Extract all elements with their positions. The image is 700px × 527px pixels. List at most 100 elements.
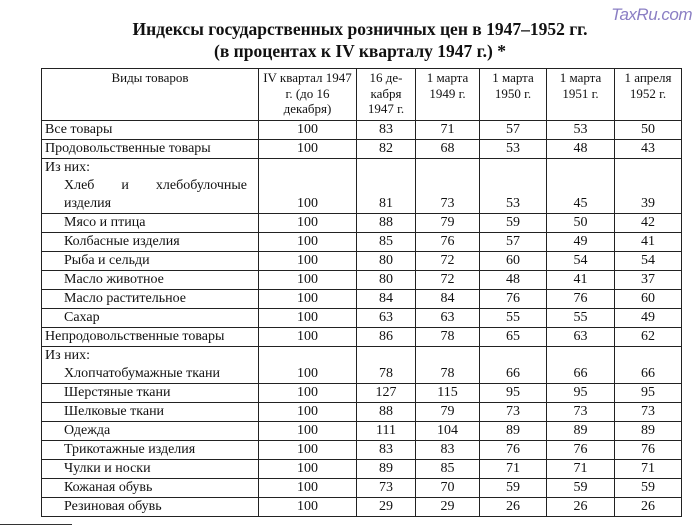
cell-value: 111 [356,421,416,441]
cell-value: 49 [546,232,615,252]
row-label: Продовольственные товары [41,139,259,159]
table-row: Масло растительное 100 84 84 76 76 60 [41,289,682,309]
cell-value: 76 [546,289,615,309]
row-label: Резиновая обувь [41,497,259,517]
table-row: Непродовольственные товары 100 86 78 65 63 62 [41,327,682,347]
cell-value: 73 [415,158,480,214]
table-row: Мясо и птица 100 88 79 59 50 42 [41,213,682,233]
cell-value: 100 [258,459,357,479]
cell-value: 42 [614,213,682,233]
cell-value: 72 [415,251,480,271]
row-label: Масло растительное [41,289,259,309]
cell-value: 72 [415,270,480,290]
cell-value: 76 [415,232,480,252]
table-row: Из них: Хлопчатобумажные ткани 100 78 78 66 66… [41,346,682,384]
cell-value: 48 [546,139,615,159]
cell-value: 100 [258,497,357,517]
cell-value: 100 [258,327,357,347]
row-label: Шелковые ткани [41,402,259,422]
cell-value: 100 [258,421,357,441]
column-header: 1 марта 1950 г. [479,68,547,121]
cell-value: 29 [356,497,416,517]
cell-value: 73 [546,402,615,422]
cell-value: 60 [479,251,547,271]
cell-value: 85 [415,459,480,479]
cell-value: 63 [415,308,480,328]
row-label: Хлеб и хлебобулочные изделия [64,178,247,211]
price-index-table: Виды товаров IV квартал 1947 г. (до 16 де… [41,68,682,517]
cell-value: 73 [614,402,682,422]
cell-value: 59 [546,478,615,498]
cell-value: 29 [415,497,480,517]
cell-value: 62 [614,327,682,347]
table-row: Масло животное 100 80 72 48 41 37 [41,270,682,290]
cell-value: 53 [479,158,547,214]
cell-value: 54 [614,251,682,271]
cell-value: 71 [546,459,615,479]
footnote-rule [0,524,72,525]
row-label: Все товары [41,120,259,140]
cell-value: 59 [479,213,547,233]
table-row: Из них: Хлеб и хлебобулочные изделия 100 81… [41,158,682,214]
cell-value: 127 [356,383,416,403]
cell-value: 49 [614,308,682,328]
cell-value: 37 [614,270,682,290]
table-row: Кожаная обувь 100 73 70 59 59 59 [41,478,682,498]
table-row: Сахар 100 63 63 55 55 49 [41,308,682,328]
cell-value: 100 [258,251,357,271]
cell-value: 76 [479,440,547,460]
cell-value: 100 [258,213,357,233]
cell-value: 76 [479,289,547,309]
table-row: Шелковые ткани 100 88 79 73 73 73 [41,402,682,422]
cell-value: 66 [479,346,547,384]
table-row: Резиновая обувь 100 29 29 26 26 26 [41,497,682,517]
cell-value: 84 [356,289,416,309]
cell-value: 100 [258,402,357,422]
cell-value: 78 [415,346,480,384]
cell-value: 71 [479,459,547,479]
cell-value: 57 [479,232,547,252]
cell-value: 26 [546,497,615,517]
row-label: Чулки и носки [41,459,259,479]
cell-value: 100 [258,139,357,159]
table-row: Колбасные изделия 100 85 76 57 49 41 [41,232,682,252]
cell-value: 95 [479,383,547,403]
cell-value: 78 [356,346,416,384]
row-label: Мясо и птица [41,213,259,233]
cell-value: 50 [546,213,615,233]
cell-value: 84 [415,289,480,309]
table-row: Все товары 100 83 71 57 53 50 [41,120,682,140]
cell-value: 100 [258,158,357,214]
cell-value: 81 [356,158,416,214]
column-header: 1 апреля 1952 г. [614,68,682,121]
cell-value: 100 [258,289,357,309]
row-label: Сахар [41,308,259,328]
cell-value: 66 [546,346,615,384]
cell-value: 26 [614,497,682,517]
cell-value: 100 [258,383,357,403]
cell-value: 100 [258,308,357,328]
cell-value: 100 [258,478,357,498]
cell-value: 50 [614,120,682,140]
cell-value: 73 [356,478,416,498]
cell-value: 100 [258,120,357,140]
cell-value: 76 [546,440,615,460]
table-row: Трикотажные изделия 100 83 83 76 76 76 [41,440,682,460]
column-header: 1 марта 1949 г. [415,68,480,121]
column-header: IV квартал 1947 г. (до 16 декабря) [258,68,357,121]
cell-value: 59 [479,478,547,498]
cell-value: 41 [614,232,682,252]
cell-value: 53 [546,120,615,140]
cell-value: 71 [415,120,480,140]
table-row: Рыба и сельди 100 80 72 60 54 54 [41,251,682,271]
cell-value: 71 [614,459,682,479]
cell-value: 89 [546,421,615,441]
cell-value: 80 [356,251,416,271]
table-row: Шерстяные ткани 100 127 115 95 95 95 [41,383,682,403]
cell-value: 83 [415,440,480,460]
cell-value: 73 [479,402,547,422]
row-label: Колбасные изделия [41,232,259,252]
cell-value: 80 [356,270,416,290]
row-label: Шерстяные ткани [41,383,259,403]
cell-value: 45 [546,158,615,214]
